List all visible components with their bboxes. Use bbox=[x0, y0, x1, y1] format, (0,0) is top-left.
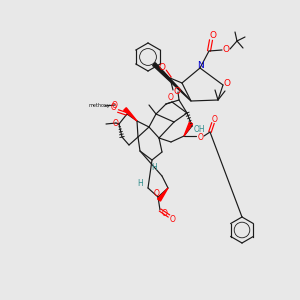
Polygon shape bbox=[124, 108, 137, 121]
Text: O: O bbox=[173, 86, 181, 95]
Text: H: H bbox=[137, 178, 143, 188]
Text: O: O bbox=[162, 208, 168, 217]
Text: OH: OH bbox=[193, 124, 205, 134]
Text: O: O bbox=[170, 214, 176, 224]
Text: O: O bbox=[212, 115, 218, 124]
Text: O: O bbox=[111, 103, 117, 112]
Text: H: H bbox=[151, 163, 157, 172]
Text: methoxy: methoxy bbox=[88, 103, 110, 109]
Text: O: O bbox=[112, 100, 118, 109]
Text: O: O bbox=[113, 118, 119, 127]
Text: O: O bbox=[198, 134, 204, 142]
Text: O: O bbox=[223, 44, 230, 53]
Polygon shape bbox=[184, 122, 193, 136]
Text: O: O bbox=[168, 92, 174, 101]
Text: O: O bbox=[209, 32, 217, 40]
Polygon shape bbox=[153, 63, 191, 101]
Text: N: N bbox=[198, 61, 204, 70]
Text: O: O bbox=[224, 80, 230, 88]
Text: O: O bbox=[154, 188, 160, 197]
Text: O: O bbox=[158, 62, 166, 71]
Polygon shape bbox=[158, 188, 168, 201]
